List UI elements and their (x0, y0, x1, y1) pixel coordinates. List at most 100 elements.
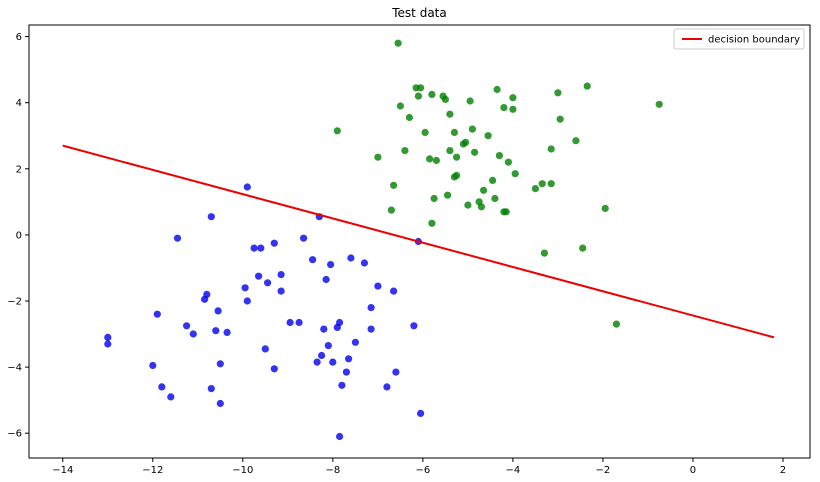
data-point (264, 279, 272, 287)
x-tick-label: −12 (142, 465, 163, 476)
data-point (255, 272, 263, 280)
data-point (484, 132, 492, 140)
data-point (572, 137, 580, 145)
data-point (149, 361, 157, 370)
data-point (531, 185, 540, 193)
data-point (367, 304, 375, 312)
data-point (286, 318, 294, 327)
data-point (104, 340, 112, 348)
x-tick-label: 0 (690, 465, 696, 476)
data-point (313, 358, 321, 366)
data-point (538, 180, 546, 188)
data-point (417, 84, 425, 92)
legend: decision boundary (673, 28, 805, 50)
decision-boundary-line (62, 144, 775, 339)
data-point (207, 385, 215, 393)
data-point (453, 171, 461, 179)
data-point (387, 206, 395, 214)
data-point (410, 322, 418, 330)
data-point (216, 399, 224, 408)
y-tick-label: 2 (16, 164, 22, 175)
data-point (257, 244, 265, 252)
data-point (390, 287, 398, 295)
data-point (446, 147, 454, 155)
data-point (360, 259, 368, 267)
x-tick-label: −6 (416, 465, 431, 476)
data-point (367, 325, 375, 333)
data-point (250, 244, 258, 252)
data-point (351, 338, 359, 346)
data-point (556, 115, 564, 123)
data-point (612, 320, 621, 328)
legend-box (673, 28, 805, 50)
data-point (453, 153, 461, 161)
data-point (466, 97, 474, 105)
data-point (401, 147, 409, 155)
data-point (104, 333, 112, 341)
plot-area (28, 24, 811, 459)
data-point (547, 145, 555, 153)
data-point (509, 105, 517, 113)
data-point (327, 261, 335, 269)
x-tick-label: −14 (52, 465, 73, 476)
data-point (554, 89, 562, 97)
data-point (214, 307, 222, 315)
data-point (421, 128, 429, 136)
data-point (243, 183, 251, 191)
data-point (270, 239, 278, 247)
data-point (432, 156, 440, 165)
data-point (396, 102, 404, 110)
data-point (655, 100, 663, 108)
data-point (477, 203, 485, 211)
data-point (261, 345, 269, 353)
data-point (405, 113, 413, 122)
data-point (583, 82, 591, 90)
data-point (509, 94, 517, 102)
data-point (277, 287, 285, 295)
y-axis-ticks: −6 −4 −2 0 2 4 6 (7, 32, 29, 440)
data-point (417, 409, 425, 417)
data-point (309, 256, 317, 264)
x-tick-label: −10 (232, 465, 253, 476)
data-point (158, 383, 166, 391)
data-point (504, 158, 512, 166)
data-point (441, 95, 449, 103)
data-point (329, 358, 337, 366)
data-point (601, 204, 609, 212)
data-point (491, 194, 499, 203)
data-point (374, 153, 382, 161)
data-point (277, 271, 285, 279)
x-tick-label: −2 (596, 465, 611, 476)
data-point (394, 39, 402, 47)
data-point (173, 234, 182, 242)
data-point (338, 381, 346, 389)
data-point (444, 191, 452, 199)
data-point (189, 330, 197, 338)
data-point (270, 365, 278, 373)
data-point (212, 327, 220, 335)
data-point (324, 342, 332, 350)
data-point (392, 368, 400, 376)
data-point (390, 181, 398, 189)
x-tick-label: −4 (506, 465, 521, 476)
data-point (579, 244, 587, 252)
series-0 (104, 183, 425, 441)
series-1 (333, 39, 663, 328)
data-point (428, 219, 436, 227)
data-point (345, 355, 353, 363)
data-point (430, 194, 438, 203)
data-point (183, 322, 191, 330)
y-tick-label: 6 (16, 32, 22, 43)
x-axis-ticks: −14 −12 −10 −8 −6 −4 −2 0 2 (52, 458, 786, 476)
data-point (333, 127, 341, 135)
data-point (243, 297, 251, 305)
data-point (342, 368, 350, 376)
x-tick-label: 2 (780, 465, 786, 476)
y-tick-label: −6 (7, 429, 22, 440)
data-point (414, 92, 422, 100)
y-tick-label: 0 (16, 230, 22, 241)
data-point (216, 360, 224, 368)
data-point (347, 254, 355, 262)
data-point (495, 152, 503, 160)
chart-title: Test data (391, 6, 446, 20)
